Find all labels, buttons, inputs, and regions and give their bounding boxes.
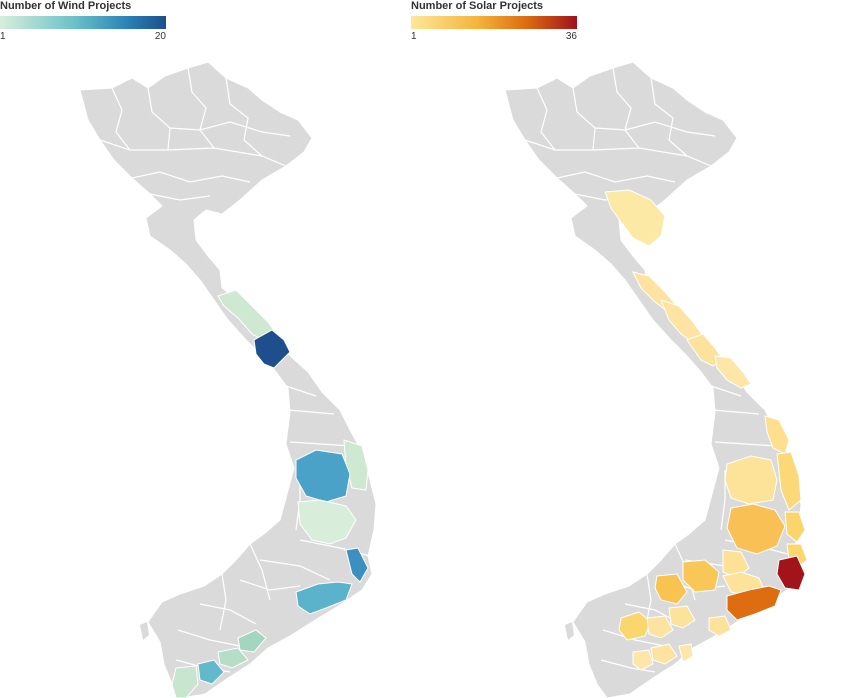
wind-legend: Number of Wind Projects 1 20 [0,0,170,48]
solar-legend-gradient [411,16,577,29]
solar-province-thua-thien-hue [714,355,752,389]
solar-legend-min: 1 [411,31,417,42]
wind-province-gia-lai [295,449,351,503]
solar-legend-max: 36 [565,31,577,42]
solar-province-tra-vinh [678,643,694,663]
solar-province-can-tho [632,649,654,671]
solar-province-vinh-long [650,643,678,665]
wind-province-binh-thuan [295,581,353,615]
solar-province-dong-thap [646,615,674,639]
solar-map-svg [504,61,808,698]
wind-province-soc-trang [197,659,225,685]
wind-legend-max: 20 [154,31,166,42]
solar-province-ninh-thuan [776,555,806,591]
wind-province-tra-vinh [237,629,267,653]
solar-province-phu-yen [784,511,806,543]
wind-legend-title: Number of Wind Projects [0,0,132,12]
wind-province-bac-lieu [171,665,199,698]
solar-legend-title: Number of Solar Projects [411,0,544,12]
wind-map-svg [79,61,377,698]
solar-province-long-an [668,605,696,629]
solar-province-an-giang [618,611,652,641]
solar-province-gia-lai [724,455,778,505]
solar-province-binh-phuoc [682,559,720,593]
solar-provinces [604,189,808,671]
vietnam-outline [504,61,802,698]
wind-provinces [171,289,369,698]
solar-projects-map [425,0,850,698]
wind-province-ninh-thuan [345,547,369,583]
solar-province-ba-ria [708,615,732,637]
solar-legend: Number of Solar Projects 1 36 [411,0,581,48]
solar-province-tay-ninh [654,573,688,605]
wind-legend-gradient [0,16,166,29]
wind-projects-map [79,61,377,698]
wind-province-quang-tri [253,329,291,369]
solar-province-binh-thuan [726,585,782,621]
vietnam-outline [79,61,377,698]
solar-province-dak-lak [726,503,786,555]
wind-legend-min: 1 [0,31,6,42]
wind-province-dak-lak [297,499,357,545]
wind-province-ben-tre [217,647,249,669]
solar-province-binh-dinh [776,451,802,511]
solar-province-thanh-hoa [604,189,666,247]
